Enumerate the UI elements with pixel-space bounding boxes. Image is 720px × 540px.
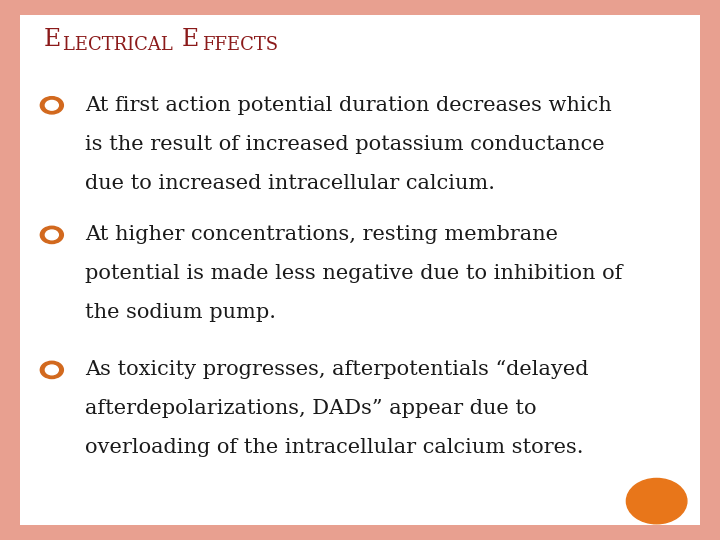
Text: is the result of increased potassium conductance: is the result of increased potassium con… xyxy=(85,134,605,154)
Circle shape xyxy=(40,226,63,244)
Text: afterdepolarizations, DADs” appear due to: afterdepolarizations, DADs” appear due t… xyxy=(85,399,536,418)
Text: due to increased intracellular calcium.: due to increased intracellular calcium. xyxy=(85,173,495,193)
Text: E: E xyxy=(182,28,199,51)
Text: LECTRICAL: LECTRICAL xyxy=(63,36,179,54)
Text: potential is made less negative due to inhibition of: potential is made less negative due to i… xyxy=(85,264,622,284)
Bar xyxy=(700,0,720,540)
Text: As toxicity progresses, afterpotentials “delayed: As toxicity progresses, afterpotentials … xyxy=(85,360,588,380)
Circle shape xyxy=(626,478,687,524)
Circle shape xyxy=(40,97,63,114)
Text: At higher concentrations, resting membrane: At higher concentrations, resting membra… xyxy=(85,225,558,245)
Bar xyxy=(0,0,20,540)
Text: At first action potential duration decreases which: At first action potential duration decre… xyxy=(85,96,612,115)
Text: E: E xyxy=(43,28,60,51)
Text: overloading of the intracellular calcium stores.: overloading of the intracellular calcium… xyxy=(85,438,583,457)
Bar xyxy=(0,0,720,15)
Text: the sodium pump.: the sodium pump. xyxy=(85,303,276,322)
Circle shape xyxy=(45,230,58,240)
Text: FFECTS: FFECTS xyxy=(202,36,279,54)
Circle shape xyxy=(45,100,58,110)
Circle shape xyxy=(40,361,63,379)
Bar xyxy=(0,525,720,540)
Circle shape xyxy=(45,365,58,375)
